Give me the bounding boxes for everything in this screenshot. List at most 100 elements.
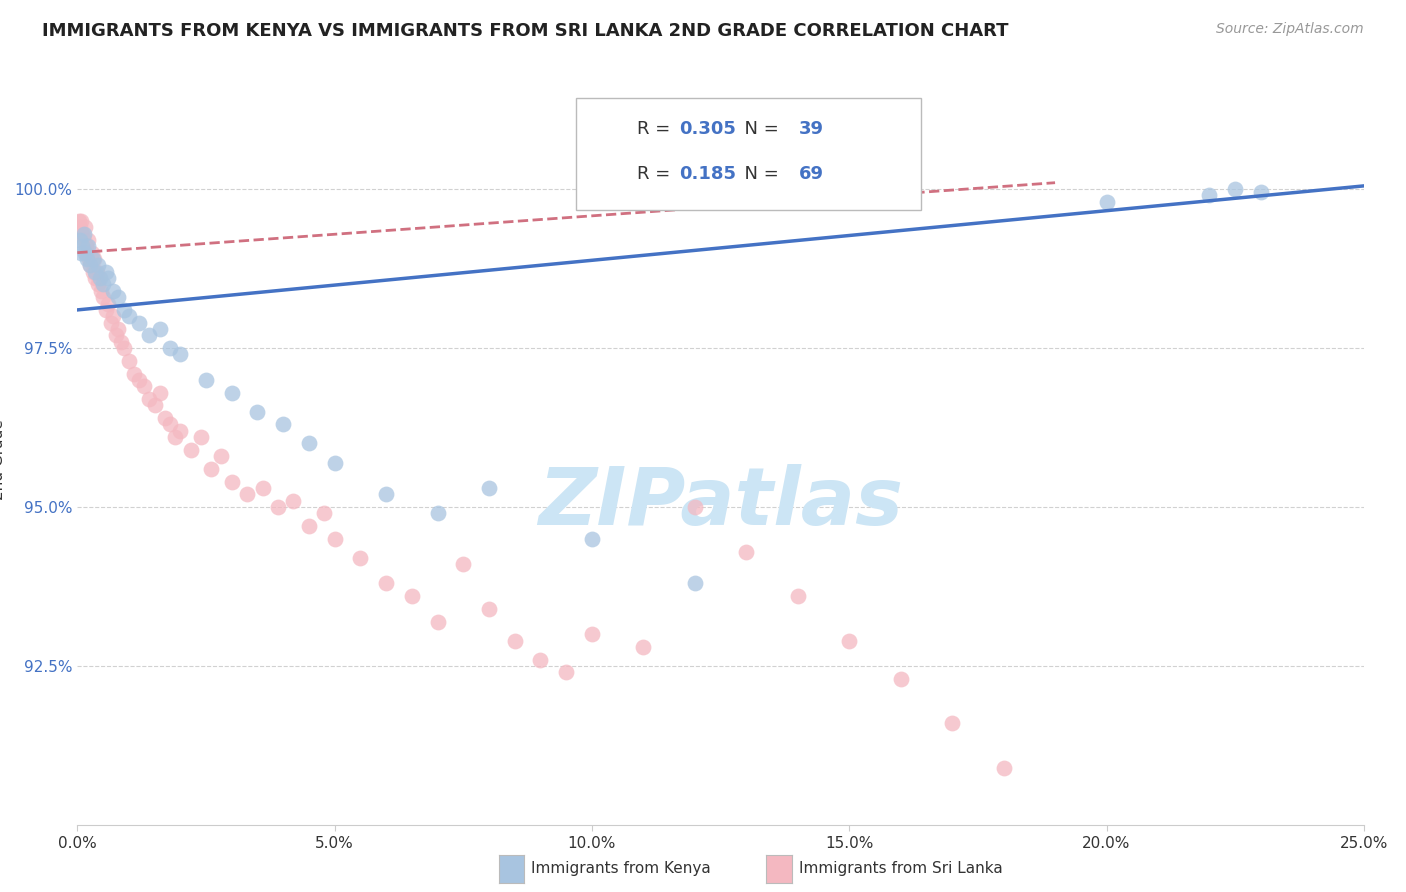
Point	[122, 367, 145, 381]
Point	[349, 551, 371, 566]
Point	[100, 316, 122, 330]
Point	[76, 252, 98, 266]
Point	[194, 373, 217, 387]
Point	[118, 310, 141, 324]
Text: R =: R =	[637, 165, 676, 183]
Point	[76, 245, 98, 260]
Point	[683, 576, 706, 591]
Point	[82, 265, 104, 279]
Point	[91, 290, 114, 304]
Point	[993, 761, 1015, 775]
Point	[581, 627, 603, 641]
Point	[221, 385, 243, 400]
Point	[267, 500, 290, 514]
Point	[110, 334, 132, 349]
Point	[70, 214, 93, 228]
Point	[87, 259, 110, 273]
Text: N =: N =	[733, 120, 785, 138]
Point	[112, 341, 135, 355]
Point	[70, 245, 93, 260]
Point	[153, 411, 176, 425]
Text: Immigrants from Kenya: Immigrants from Kenya	[531, 862, 711, 876]
Point	[82, 252, 104, 266]
Text: IMMIGRANTS FROM KENYA VS IMMIGRANTS FROM SRI LANKA 2ND GRADE CORRELATION CHART: IMMIGRANTS FROM KENYA VS IMMIGRANTS FROM…	[42, 22, 1008, 40]
Text: R =: R =	[637, 120, 676, 138]
Point	[426, 615, 449, 629]
Text: 0.305: 0.305	[679, 120, 735, 138]
Point	[97, 271, 120, 285]
Point	[236, 487, 259, 501]
Point	[221, 475, 243, 489]
Point	[1198, 188, 1220, 202]
Point	[323, 456, 346, 470]
Point	[89, 271, 111, 285]
Point	[73, 220, 96, 235]
Point	[1095, 194, 1118, 209]
Point	[453, 558, 475, 572]
Point	[529, 653, 551, 667]
Point	[149, 385, 172, 400]
Point	[91, 277, 114, 292]
Point	[169, 424, 191, 438]
Point	[149, 322, 172, 336]
Point	[375, 576, 398, 591]
Point	[941, 716, 963, 731]
Point	[97, 296, 120, 310]
Text: 69: 69	[799, 165, 824, 183]
Point	[180, 442, 202, 457]
Text: ZIPatlas: ZIPatlas	[538, 464, 903, 542]
Point	[683, 500, 706, 514]
Point	[298, 519, 321, 533]
Point	[271, 417, 294, 432]
Point	[143, 398, 166, 412]
Point	[90, 284, 112, 298]
Point	[72, 233, 94, 247]
Point	[134, 379, 156, 393]
Point	[83, 252, 105, 266]
Point	[72, 239, 94, 253]
Point	[890, 672, 912, 686]
Point	[76, 233, 98, 247]
Point	[209, 449, 232, 463]
Point	[581, 532, 603, 546]
Point	[72, 227, 94, 241]
Point	[200, 462, 222, 476]
Y-axis label: 2nd Grade: 2nd Grade	[0, 419, 6, 500]
Point	[252, 481, 274, 495]
Point	[84, 271, 107, 285]
Point	[67, 214, 90, 228]
Point	[323, 532, 346, 546]
Point	[80, 245, 103, 260]
Point	[165, 430, 187, 444]
Point	[128, 316, 150, 330]
Point	[79, 259, 101, 273]
Point	[76, 239, 98, 253]
Text: Source: ZipAtlas.com: Source: ZipAtlas.com	[1216, 22, 1364, 37]
Point	[118, 353, 141, 368]
Point	[169, 347, 191, 361]
Point	[246, 405, 269, 419]
Point	[75, 239, 97, 253]
Point	[298, 436, 321, 450]
Point	[633, 640, 655, 654]
Point	[94, 302, 117, 317]
Point	[73, 245, 96, 260]
Point	[478, 602, 501, 616]
Point	[159, 341, 181, 355]
Point	[503, 633, 526, 648]
Point	[94, 265, 117, 279]
Point	[735, 544, 758, 558]
Point	[103, 284, 125, 298]
Point	[786, 589, 808, 603]
Point	[1223, 182, 1247, 196]
Point	[838, 633, 860, 648]
Point	[426, 507, 449, 521]
Point	[77, 252, 100, 266]
Point	[1250, 186, 1272, 200]
Point	[89, 271, 111, 285]
Text: Immigrants from Sri Lanka: Immigrants from Sri Lanka	[799, 862, 1002, 876]
Point	[283, 493, 305, 508]
Text: 0.185: 0.185	[679, 165, 737, 183]
Point	[314, 507, 336, 521]
Point	[138, 328, 160, 343]
